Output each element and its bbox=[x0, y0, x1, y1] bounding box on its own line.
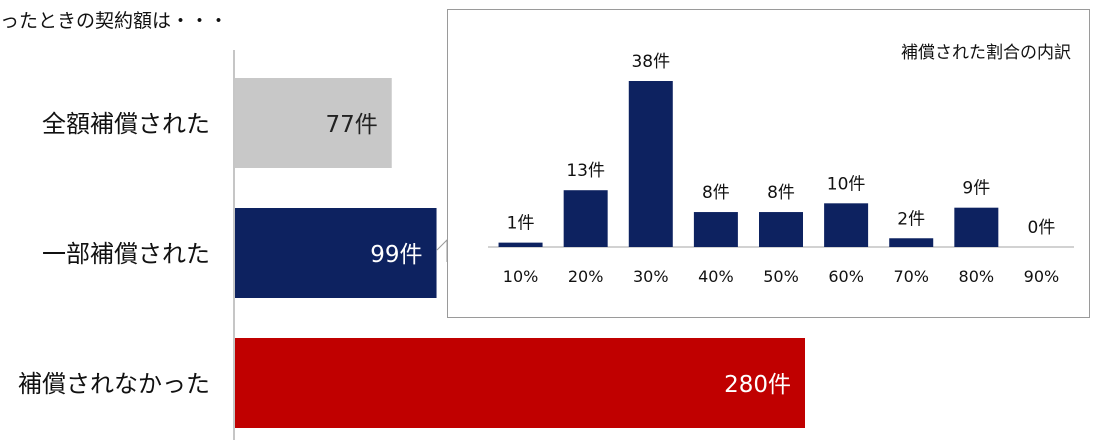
inset-bar-chart: 1件 10% 13件 20% 38件 30% 8件 40% 8件 50% 10件 60% 2件 70% 9件… bbox=[488, 52, 1074, 286]
inset-tick-label: 30% bbox=[633, 267, 669, 286]
inset-value-label: 8件 bbox=[702, 183, 730, 203]
bar-value-label: 280件 bbox=[724, 372, 791, 398]
bar-value-label: 99件 bbox=[370, 242, 422, 268]
inset-bar-30pct bbox=[628, 81, 673, 247]
inset-tick-label: 60% bbox=[828, 267, 864, 286]
inset-chart-panel: 1件 10% 13件 20% 38件 30% 8件 40% 8件 50% 10件 60% 2件 70% 9件… bbox=[447, 9, 1090, 318]
inset-tick-label: 70% bbox=[893, 267, 929, 286]
inset-value-label: 1件 bbox=[507, 214, 535, 234]
inset-bar-10pct bbox=[498, 242, 543, 247]
inset-bar-40pct bbox=[693, 212, 738, 247]
callout-connector bbox=[436, 238, 448, 262]
inset-tick-label: 20% bbox=[568, 267, 604, 286]
inset-value-label: 0件 bbox=[1028, 218, 1056, 238]
inset-tick-label: 40% bbox=[698, 267, 734, 286]
inset-tick-label: 80% bbox=[959, 267, 995, 286]
bar-1 bbox=[235, 78, 392, 168]
inset-value-label: 10件 bbox=[827, 174, 866, 194]
inset-tick-label: 10% bbox=[503, 267, 539, 286]
inset-bar-20pct bbox=[563, 190, 608, 247]
inset-bar-60pct bbox=[824, 203, 869, 247]
inset-value-label: 9件 bbox=[962, 179, 990, 199]
inset-bar-70pct bbox=[889, 238, 934, 247]
inset-value-label: 8件 bbox=[767, 183, 795, 203]
bar-3 bbox=[235, 338, 805, 428]
bar-value-label: 77件 bbox=[325, 112, 377, 138]
inset-bar-80pct bbox=[954, 207, 999, 247]
category-label: 一部補償された bbox=[42, 240, 210, 268]
inset-chart-title: 補償された割合の内訳 bbox=[901, 43, 1071, 63]
inset-tick-label: 50% bbox=[763, 267, 799, 286]
inset-value-label: 38件 bbox=[631, 52, 670, 72]
category-label: 補償されなかった bbox=[18, 370, 210, 398]
inset-bar-50pct bbox=[759, 212, 803, 247]
page-title: ったときの契約額は・・・ bbox=[0, 10, 229, 32]
inset-value-label: 13件 bbox=[566, 161, 605, 181]
inset-value-label: 2件 bbox=[897, 209, 925, 229]
inset-tick-label: 90% bbox=[1024, 267, 1060, 286]
bar-2 bbox=[235, 208, 437, 298]
category-label: 全額補償された bbox=[42, 110, 210, 138]
